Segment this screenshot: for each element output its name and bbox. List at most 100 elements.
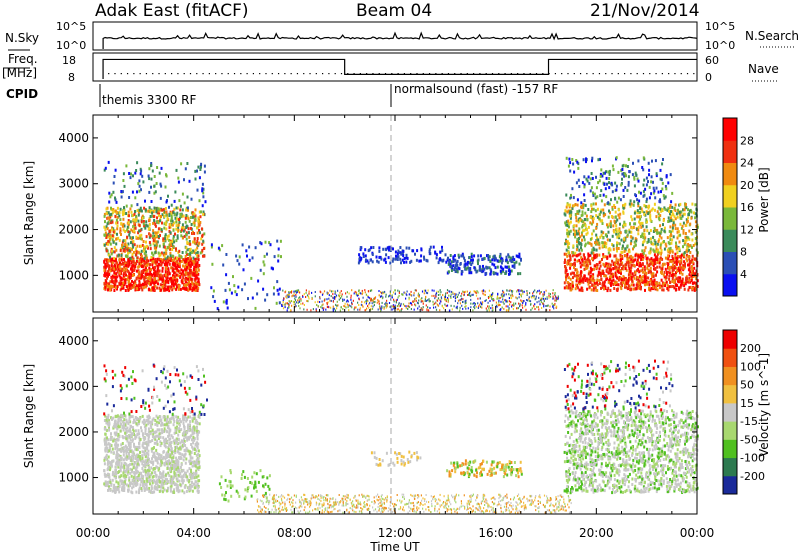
data-cell xyxy=(165,227,168,231)
data-cell xyxy=(607,286,610,290)
data-cell xyxy=(654,196,657,200)
data-cell xyxy=(386,246,389,250)
data-cell xyxy=(111,280,114,284)
data-cell xyxy=(185,287,188,291)
data-cell xyxy=(111,234,114,238)
data-cell xyxy=(302,295,304,298)
data-cell xyxy=(470,271,473,275)
nave-dot xyxy=(183,73,185,75)
data-cell xyxy=(395,299,397,302)
data-cell xyxy=(377,299,379,302)
data-cell xyxy=(158,171,161,175)
nave-dot xyxy=(447,73,450,75)
data-cell xyxy=(540,297,542,300)
data-cell xyxy=(447,298,449,301)
data-cell xyxy=(149,282,152,286)
data-cell xyxy=(128,262,131,266)
data-cell xyxy=(671,229,674,233)
data-cell xyxy=(475,305,478,308)
data-cell xyxy=(200,237,203,241)
data-cell xyxy=(465,301,467,304)
data-cell xyxy=(567,231,570,235)
data-cell xyxy=(354,306,356,309)
data-cell xyxy=(194,263,197,267)
data-cell xyxy=(132,225,135,229)
data-cell xyxy=(613,204,616,207)
data-cell xyxy=(406,290,408,293)
data-cell xyxy=(363,301,366,304)
data-cell xyxy=(145,220,148,224)
data-cell xyxy=(339,309,341,312)
data-cell xyxy=(674,203,677,207)
data-cell xyxy=(567,276,570,280)
data-cell xyxy=(433,302,436,305)
data-cell xyxy=(123,212,126,216)
data-cell xyxy=(533,295,535,298)
data-cell xyxy=(303,308,305,311)
data-cell xyxy=(106,264,109,268)
data-cell xyxy=(688,244,691,248)
data-cell xyxy=(294,299,297,302)
data-cell xyxy=(611,190,614,194)
data-cell xyxy=(440,300,442,303)
data-cell xyxy=(114,168,117,172)
data-cell xyxy=(202,191,205,195)
data-cell xyxy=(515,260,518,264)
data-cell xyxy=(580,201,583,205)
data-cell xyxy=(651,282,653,286)
data-cell xyxy=(538,296,540,299)
data-cell xyxy=(478,268,481,272)
data-cell xyxy=(147,259,150,263)
data-cell xyxy=(145,260,148,264)
data-cell xyxy=(168,262,171,266)
data-cell xyxy=(375,255,378,259)
data-cell xyxy=(435,308,438,311)
data-cell xyxy=(611,207,614,211)
data-cell xyxy=(262,272,265,276)
data-cell xyxy=(602,211,605,215)
data-cell xyxy=(573,204,576,208)
data-cell xyxy=(595,202,597,206)
data-cell xyxy=(145,235,148,239)
data-cell xyxy=(186,248,189,252)
data-cell xyxy=(123,258,125,261)
data-cell xyxy=(168,246,171,250)
data-cell xyxy=(171,219,174,223)
data-cell xyxy=(177,228,180,232)
data-cell xyxy=(197,286,200,290)
data-cell xyxy=(194,248,197,252)
data-cell xyxy=(162,208,165,212)
data-cell xyxy=(635,173,638,177)
data-cell xyxy=(200,165,202,169)
data-cell xyxy=(154,266,156,269)
data-cell xyxy=(650,286,653,290)
data-cell xyxy=(428,300,430,303)
data-cell xyxy=(109,267,112,271)
data-cell xyxy=(574,235,577,239)
data-cell xyxy=(153,267,155,271)
data-cell xyxy=(429,245,432,249)
data-cell xyxy=(360,292,362,295)
data-cell xyxy=(420,254,423,258)
data-cell xyxy=(632,287,635,291)
data-cell xyxy=(441,259,444,263)
nave-dot xyxy=(680,73,682,75)
data-cell xyxy=(590,288,593,292)
data-cell xyxy=(358,253,361,257)
data-cell xyxy=(614,271,617,275)
data-cell xyxy=(187,227,190,231)
data-cell xyxy=(657,248,660,252)
data-cell xyxy=(332,300,334,303)
data-cell xyxy=(163,214,166,218)
data-cell xyxy=(151,280,154,284)
data-cell xyxy=(145,259,148,262)
data-cell xyxy=(552,297,554,300)
data-cell xyxy=(130,261,133,265)
data-cell xyxy=(669,250,671,254)
data-cell xyxy=(465,299,467,302)
data-cell xyxy=(677,211,680,215)
data-cell xyxy=(157,220,160,224)
data-cell xyxy=(259,241,262,245)
nave-dot xyxy=(435,73,437,75)
data-cell xyxy=(646,240,649,244)
